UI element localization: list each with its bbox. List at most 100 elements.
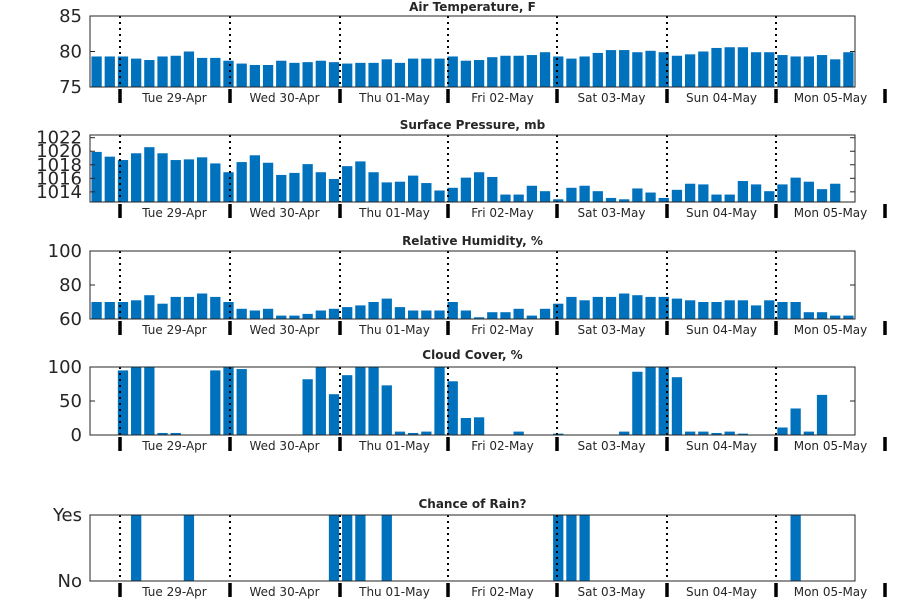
bar — [381, 182, 392, 202]
bar — [394, 431, 406, 435]
bar — [790, 408, 801, 435]
bar — [170, 296, 181, 319]
y-tick-label: 50 — [59, 391, 82, 412]
bar — [658, 52, 669, 87]
bar — [592, 296, 603, 319]
bar — [843, 315, 854, 319]
bar — [249, 64, 261, 87]
bar — [131, 515, 142, 581]
bar — [645, 296, 656, 319]
bar — [684, 54, 696, 87]
chart-title: Air Temperature, F — [409, 0, 536, 14]
bar — [579, 515, 590, 581]
y-tick-label: 1014 — [36, 182, 82, 203]
x-tick-label: Tue 29-Apr — [141, 439, 206, 453]
x-tick-label: Tue 29-Apr — [141, 206, 206, 220]
bar — [816, 312, 828, 319]
x-tick-label: Fri 02-May — [471, 585, 534, 599]
bar — [117, 56, 129, 87]
x-tick-label: Sat 03-May — [578, 91, 646, 105]
bar — [328, 394, 340, 435]
bar — [91, 56, 102, 87]
bar — [592, 191, 603, 202]
y-tick-label: 1018 — [36, 155, 82, 176]
bar — [724, 47, 735, 87]
bar — [408, 58, 419, 87]
bar — [447, 56, 458, 87]
x-tick-label: Mon 05-May — [794, 323, 868, 337]
chart-panel-3: Relative Humidity, % 60 80 100 Tue 29-Apr Wed… — [48, 234, 887, 337]
bar — [684, 183, 696, 202]
bar — [368, 172, 379, 202]
bar — [803, 56, 814, 87]
y-tick-label: 1020 — [36, 141, 82, 162]
bar — [381, 385, 392, 435]
bar — [566, 187, 577, 202]
bar — [605, 50, 617, 87]
bar — [816, 55, 828, 87]
bar — [671, 298, 683, 319]
y-tick-label: 0 — [71, 425, 82, 446]
bar — [460, 60, 472, 87]
y-tick-label: 85 — [59, 6, 82, 27]
bar — [553, 433, 564, 435]
x-tick-label: Sat 03-May — [578, 206, 646, 220]
bar — [276, 315, 287, 319]
bar — [777, 427, 788, 435]
bar — [658, 197, 669, 202]
bar — [750, 305, 762, 319]
bar — [632, 295, 643, 319]
bar — [131, 367, 142, 435]
bar — [276, 174, 287, 202]
bar — [104, 56, 115, 87]
bar — [421, 183, 432, 202]
y-tick-label: 1022 — [36, 128, 82, 149]
bar — [658, 367, 669, 435]
x-tick-label: Tue 29-Apr — [141, 323, 206, 337]
bar — [460, 177, 472, 202]
bar — [157, 153, 168, 202]
bar — [553, 515, 564, 581]
bar — [698, 302, 709, 319]
bar — [342, 375, 353, 435]
y-tick-label: 100 — [48, 241, 82, 262]
bar — [131, 58, 142, 87]
bar — [302, 313, 313, 319]
y-tick-label: Yes — [52, 505, 82, 526]
x-tick-label: Thu 01-May — [358, 585, 430, 599]
bar — [711, 302, 722, 319]
bar — [684, 431, 696, 435]
bar — [302, 62, 313, 87]
bar — [764, 191, 775, 202]
bar — [790, 302, 801, 319]
bar — [368, 367, 379, 435]
bar — [434, 310, 445, 319]
chart-panel-2: Surface Pressure, mb 10141016101810201022… — [36, 118, 887, 220]
bar — [764, 300, 775, 319]
bar — [249, 310, 261, 319]
bar — [289, 62, 300, 87]
bar — [513, 308, 524, 319]
x-tick-label: Mon 05-May — [794, 585, 868, 599]
axes-box — [89, 514, 856, 582]
bar — [183, 296, 195, 319]
bar — [830, 315, 841, 319]
x-tick-label: Sun 04-May — [686, 585, 757, 599]
bar — [843, 52, 854, 87]
x-tick-label: Wed 30-Apr — [249, 585, 319, 599]
bar — [473, 317, 485, 319]
bar — [460, 310, 472, 319]
bar — [737, 300, 749, 319]
y-tick-label: 100 — [48, 357, 82, 378]
bar — [236, 162, 247, 202]
bar — [104, 156, 115, 202]
bar — [684, 300, 696, 319]
chart-panel-4: Cloud Cover, % 0 50 100 Tue 29-Apr Wed 30-Apr… — [48, 348, 887, 453]
bar — [790, 515, 801, 581]
bar — [658, 296, 669, 319]
bar — [315, 172, 326, 202]
bar — [803, 181, 814, 202]
bar — [236, 63, 247, 87]
bar — [434, 58, 445, 87]
